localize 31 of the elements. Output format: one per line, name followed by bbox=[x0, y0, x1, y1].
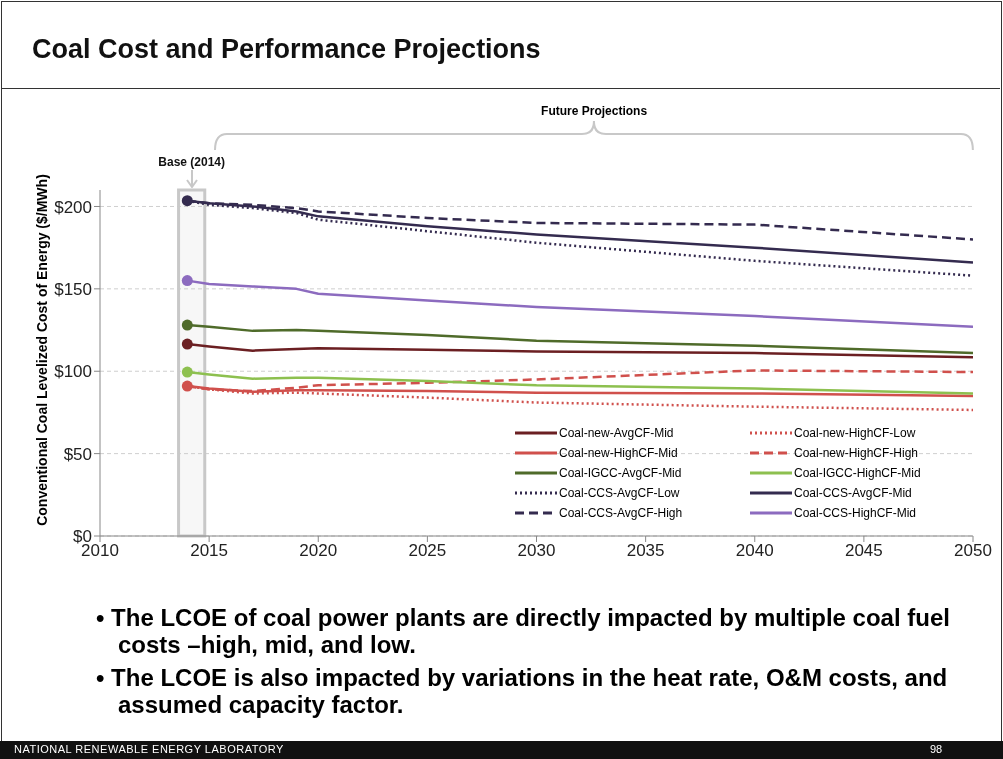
x-tick-label: 2020 bbox=[299, 541, 338, 561]
legend-label: Coal-new-HighCF-Low bbox=[794, 426, 916, 440]
text: • The LCOE is also impacted by variations in the heat rate, O&M costs, and assumed capacity factor. bbox=[96, 664, 949, 718]
legend-label: Coal-CCS-AvgCF-High bbox=[559, 506, 683, 520]
x-tick-label: 2015 bbox=[190, 541, 229, 561]
legend-label: Coal-IGCC-AvgCF-Mid bbox=[559, 466, 682, 480]
legend-label: Coal-new-AvgCF-Mid bbox=[559, 426, 674, 440]
legend-label: Coal-new-HighCF-Mid bbox=[559, 446, 678, 460]
x-tick-label: 2040 bbox=[735, 541, 774, 561]
legend-label: Coal-CCS-AvgCF-Mid bbox=[794, 486, 912, 500]
x-tick-label: 2030 bbox=[517, 541, 556, 561]
chart-title: Coal Cost and Performance Projections bbox=[32, 34, 541, 65]
text: • The LCOE of coal power plants are directly impacted by multiple coal fuel costs –high, mid, and low. bbox=[96, 604, 951, 658]
y-tick-label: $200 bbox=[54, 197, 92, 217]
x-tick-label: 2045 bbox=[844, 541, 883, 561]
x-tick-label: 2050 bbox=[954, 541, 992, 561]
legend-label: Coal-CCS-AvgCF-Low bbox=[559, 486, 680, 500]
legend-label: Coal-new-HighCF-High bbox=[794, 446, 919, 460]
band-label: Base (2014) bbox=[158, 155, 226, 169]
text: Future Projections bbox=[540, 104, 649, 118]
x-tick-label: 2025 bbox=[408, 541, 447, 561]
x-tick-label: 2010 bbox=[81, 541, 119, 561]
x-tick-label: 2035 bbox=[626, 541, 665, 561]
y-tick-label: $150 bbox=[54, 279, 92, 299]
legend-label: Coal-CCS-HighCF-Mid bbox=[794, 506, 917, 520]
text: NATIONAL RENEWABLE ENERGY LABORATORY bbox=[14, 743, 284, 755]
text: 98 bbox=[930, 743, 943, 755]
y-axis-title: Conventional Coal Levelized Cost of Energy ($/MWh) bbox=[33, 173, 51, 528]
y-tick-label: $50 bbox=[63, 444, 92, 464]
y-tick-label: $100 bbox=[54, 362, 92, 382]
legend-label: Coal-IGCC-HighCF-Mid bbox=[794, 466, 921, 480]
